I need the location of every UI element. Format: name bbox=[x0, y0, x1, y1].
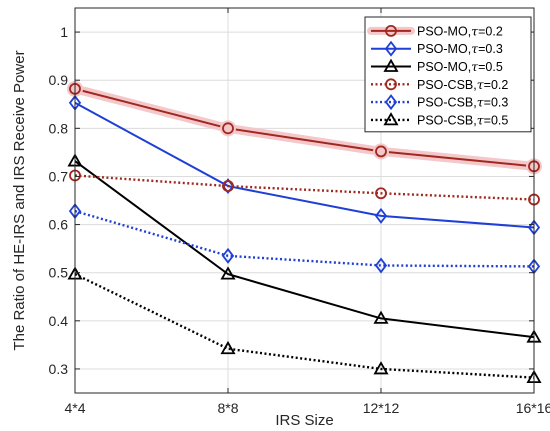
series-line bbox=[74, 273, 535, 379]
circle-marker bbox=[385, 78, 397, 91]
y-tick-label: 0.3 bbox=[49, 361, 69, 377]
legend-label-prefix: PSO-CSB, bbox=[417, 96, 477, 110]
legend-label-suffix: =0.3 bbox=[478, 42, 503, 56]
legend-label: PSO-MO,τ=0.3 bbox=[417, 41, 503, 56]
circle-marker bbox=[385, 24, 397, 37]
legend-label: PSO-MO,τ=0.5 bbox=[417, 59, 503, 74]
legend-label: PSO-CSB,τ=0.5 bbox=[417, 112, 508, 127]
x-tick-label: 4*4 bbox=[64, 400, 85, 416]
y-tick-label: 0.4 bbox=[49, 313, 69, 329]
ticks: 4*4 8*8 12*12 16*16 0.3 0.4 0.5 0.6 0.7 0.8 0.9 1 bbox=[49, 8, 550, 416]
circle-marker bbox=[375, 187, 387, 200]
legend: PSO-MO,τ=0.2PSO-MO,τ=0.3PSO-MO,τ=0.5PSO-… bbox=[364, 16, 532, 133]
y-tick-label: 0.5 bbox=[49, 265, 69, 281]
series-line bbox=[74, 101, 535, 229]
triangle-marker bbox=[220, 266, 236, 280]
x-tick-label: 16*16 bbox=[516, 400, 550, 416]
triangle-marker bbox=[220, 340, 236, 355]
legend-label-prefix: PSO-MO, bbox=[417, 60, 471, 74]
series-line bbox=[74, 87, 535, 168]
diamond-marker bbox=[374, 207, 388, 224]
legend-label-prefix: PSO-MO, bbox=[417, 42, 471, 56]
series-line bbox=[74, 174, 535, 201]
triangle-marker bbox=[373, 361, 389, 375]
legend-label-suffix: =0.5 bbox=[484, 113, 509, 127]
circle-marker bbox=[375, 145, 387, 158]
diamond-marker bbox=[221, 178, 235, 195]
diamond-marker bbox=[221, 247, 235, 264]
legend-label-tau: τ bbox=[471, 23, 479, 38]
legend-label-tau: τ bbox=[471, 59, 479, 74]
legend-label-tau: τ bbox=[477, 112, 485, 127]
diamond-marker bbox=[384, 94, 398, 111]
series-layer bbox=[67, 80, 542, 384]
legend-label-tau: τ bbox=[477, 95, 485, 110]
plot-frame bbox=[74, 7, 535, 394]
y-tick-label: 1 bbox=[60, 24, 68, 40]
triangle-marker bbox=[373, 310, 389, 324]
legend-label: PSO-CSB,τ=0.3 bbox=[417, 95, 508, 110]
y-axis-label: The Ratio of HE-IRS and IRS Receive Powe… bbox=[11, 50, 28, 350]
legend-label-tau: τ bbox=[477, 77, 485, 92]
series-1 bbox=[67, 80, 542, 175]
y-tick-label: 0.9 bbox=[49, 72, 69, 88]
diamond-marker bbox=[374, 257, 388, 274]
legend-label-prefix: PSO-CSB, bbox=[417, 78, 477, 92]
x-tick-label: 12*12 bbox=[363, 400, 400, 416]
legend-label-prefix: PSO-MO, bbox=[417, 24, 471, 38]
legend-label-suffix: =0.2 bbox=[484, 78, 509, 92]
legend-label-prefix: PSO-CSB, bbox=[417, 113, 477, 127]
y-tick-label: 0.6 bbox=[49, 217, 69, 233]
triangle-marker bbox=[383, 112, 399, 126]
circle-marker bbox=[222, 122, 234, 135]
x-tick-label: 8*8 bbox=[217, 400, 238, 416]
diamond-marker bbox=[384, 40, 398, 57]
x-axis-label: IRS Size bbox=[275, 412, 333, 429]
legend-label-suffix: =0.3 bbox=[484, 96, 509, 110]
legend-label: PSO-CSB,τ=0.2 bbox=[417, 77, 508, 92]
legend-label-suffix: =0.2 bbox=[478, 24, 503, 38]
legend-label-suffix: =0.5 bbox=[478, 60, 503, 74]
legend-label: PSO-MO,τ=0.2 bbox=[417, 23, 503, 38]
series-line bbox=[74, 160, 535, 339]
triangle-marker bbox=[383, 58, 399, 72]
circle-marker bbox=[222, 180, 234, 192]
legend-label-tau: τ bbox=[471, 41, 479, 56]
y-tick-label: 0.8 bbox=[49, 120, 69, 136]
y-tick-label: 0.7 bbox=[49, 168, 69, 184]
